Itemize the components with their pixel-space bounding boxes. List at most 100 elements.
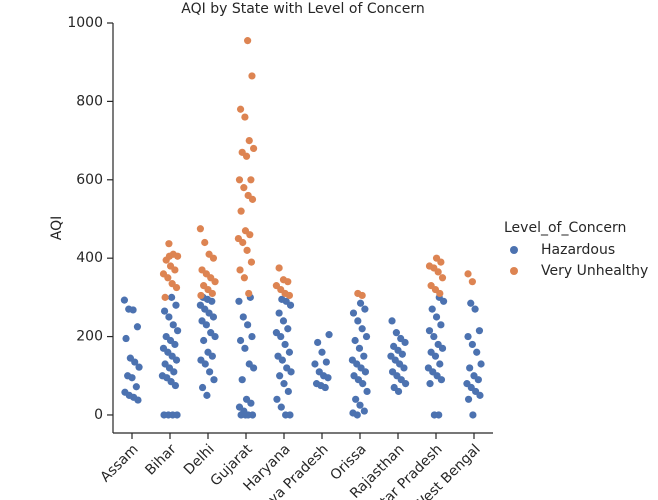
point	[171, 381, 180, 390]
y-tick-label: 0	[94, 407, 103, 423]
point	[363, 387, 371, 396]
point	[425, 327, 434, 335]
point	[358, 325, 366, 333]
point	[135, 363, 143, 371]
point	[388, 317, 396, 325]
point	[174, 327, 182, 335]
point	[280, 380, 288, 388]
point	[128, 374, 136, 382]
point	[474, 376, 482, 384]
point	[476, 391, 484, 399]
point	[208, 297, 216, 305]
point	[361, 368, 370, 376]
point	[240, 274, 248, 282]
point	[169, 321, 177, 329]
point	[201, 360, 209, 368]
point	[284, 278, 292, 286]
point	[242, 152, 251, 160]
point	[235, 297, 243, 305]
point	[432, 313, 441, 321]
point	[239, 313, 247, 321]
point	[161, 293, 169, 301]
y-tick-label: 600	[76, 172, 103, 188]
point	[171, 266, 179, 274]
point	[322, 358, 330, 366]
point	[209, 254, 218, 262]
point	[131, 358, 139, 366]
point	[398, 350, 406, 358]
point	[359, 380, 367, 388]
point	[468, 278, 476, 286]
point	[168, 293, 176, 301]
point	[430, 332, 438, 341]
point	[129, 306, 137, 314]
point	[247, 176, 255, 184]
point	[206, 368, 214, 376]
point	[134, 396, 142, 404]
point	[314, 338, 322, 347]
point	[475, 327, 484, 335]
point	[362, 332, 371, 341]
point	[273, 395, 281, 403]
point	[468, 340, 476, 349]
point	[278, 356, 286, 364]
point	[281, 340, 289, 349]
point	[285, 348, 294, 356]
chart-title: AQI by State with Level of Concern	[181, 1, 424, 17]
point	[361, 305, 369, 313]
point	[426, 380, 434, 388]
point	[203, 391, 211, 399]
point	[318, 348, 326, 356]
point	[401, 338, 409, 347]
point	[174, 252, 182, 260]
y-tick-label: 200	[76, 329, 103, 345]
point	[438, 274, 447, 282]
point	[243, 246, 251, 254]
point	[277, 332, 285, 341]
point	[356, 401, 364, 409]
point	[244, 321, 252, 329]
y-axis-label: AQI	[49, 216, 65, 240]
point	[239, 238, 247, 247]
point	[356, 299, 365, 307]
point	[431, 352, 440, 360]
point	[247, 258, 256, 266]
point	[360, 352, 368, 360]
point	[198, 383, 207, 392]
x-tick-label: Assam	[98, 441, 142, 485]
point	[120, 296, 128, 304]
point	[324, 374, 332, 382]
point	[351, 336, 359, 345]
point	[464, 395, 473, 403]
point	[245, 136, 253, 145]
point	[164, 274, 172, 282]
point	[467, 299, 475, 307]
point	[464, 270, 472, 278]
point	[434, 268, 442, 276]
point	[464, 332, 472, 341]
point	[250, 364, 258, 372]
point	[211, 278, 219, 286]
point	[354, 317, 362, 325]
point	[437, 258, 445, 266]
point	[471, 305, 479, 313]
point	[122, 334, 130, 343]
point	[285, 291, 294, 300]
point	[196, 225, 204, 233]
point	[236, 266, 244, 274]
point	[400, 364, 408, 372]
point	[436, 289, 444, 298]
legend-marker	[510, 246, 518, 254]
point	[428, 305, 436, 313]
point	[200, 336, 208, 345]
y-tick-label: 400	[76, 250, 103, 266]
legend-title: Level_of_Concern	[504, 220, 626, 236]
point	[237, 207, 245, 215]
point	[275, 264, 283, 272]
point	[236, 105, 245, 113]
point	[286, 301, 295, 309]
point	[241, 113, 249, 121]
point	[477, 360, 485, 368]
point	[360, 407, 368, 415]
